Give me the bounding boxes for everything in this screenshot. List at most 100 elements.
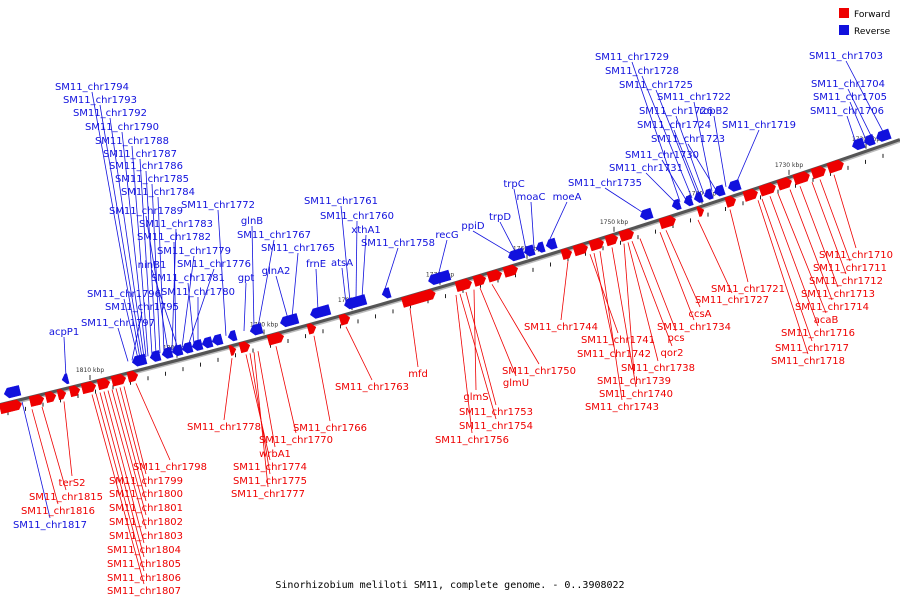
forward-gene-label[interactable]: SM11_chr1713 (801, 289, 875, 300)
forward-gene-label[interactable]: SM11_chr1718 (771, 356, 845, 367)
reverse-gene-label[interactable]: SM11_chr1781 (151, 273, 225, 284)
reverse-gene[interactable] (249, 323, 264, 336)
reverse-gene[interactable] (693, 191, 704, 204)
reverse-gene-label[interactable]: glnA2 (262, 266, 291, 277)
reverse-gene-label[interactable]: moeA (553, 192, 582, 203)
reverse-gene[interactable] (201, 336, 214, 349)
reverse-gene-label[interactable]: SM11_chr1729 (595, 52, 669, 63)
forward-gene[interactable] (454, 278, 473, 293)
forward-gene-label[interactable]: SM11_chr1777 (231, 489, 305, 500)
forward-gene-label[interactable]: SM11_chr1774 (233, 462, 307, 473)
forward-gene-label[interactable]: SM11_chr1815 (29, 492, 103, 503)
reverse-gene[interactable] (191, 339, 204, 351)
forward-gene-label[interactable]: SM11_chr1717 (775, 343, 849, 354)
reverse-gene[interactable] (3, 385, 22, 399)
forward-gene-label[interactable]: SM11_chr1753 (459, 407, 533, 418)
reverse-gene[interactable] (713, 184, 726, 198)
forward-gene[interactable] (266, 331, 285, 346)
reverse-gene-label[interactable]: xthA1 (351, 225, 380, 236)
forward-gene-label[interactable]: SM11_chr1799 (109, 476, 183, 487)
reverse-gene[interactable] (703, 188, 714, 201)
reverse-gene-label[interactable]: SM11_chr1726 (639, 106, 713, 117)
forward-gene-label[interactable]: wrbA1 (259, 449, 291, 460)
forward-gene-label[interactable]: SM11_chr1806 (107, 573, 181, 584)
forward-gene-label[interactable]: SM11_chr1816 (21, 506, 95, 517)
forward-gene[interactable] (486, 269, 503, 283)
forward-gene[interactable] (776, 176, 793, 191)
reverse-gene-label[interactable]: frnE (306, 259, 326, 270)
forward-gene-label[interactable]: pcs (667, 333, 684, 344)
reverse-gene-label[interactable]: SM11_chr1703 (809, 51, 883, 62)
reverse-gene-label[interactable]: SM11_chr1724 (637, 120, 711, 131)
forward-gene-label[interactable]: acaB (814, 315, 839, 326)
reverse-gene-label[interactable]: SM11_chr1704 (811, 79, 885, 90)
forward-gene-label[interactable]: mfd (408, 369, 428, 380)
reverse-gene-label[interactable]: SM11_chr1760 (320, 211, 394, 222)
reverse-gene-label[interactable]: SM11_chr1794 (55, 82, 129, 93)
forward-gene[interactable] (618, 228, 635, 242)
reverse-gene-label[interactable]: SM11_chr1772 (181, 200, 255, 211)
forward-gene-label[interactable]: SM11_chr1750 (502, 366, 576, 377)
forward-gene-label[interactable]: SM11_chr1734 (657, 322, 731, 333)
reverse-gene[interactable] (427, 269, 452, 286)
reverse-gene-label[interactable]: ppiD (461, 221, 484, 232)
forward-gene[interactable] (560, 247, 574, 260)
reverse-gene[interactable] (227, 330, 238, 342)
forward-gene-label[interactable]: glmU (503, 378, 529, 389)
forward-gene-label[interactable]: SM11_chr1738 (621, 363, 695, 374)
forward-gene[interactable] (502, 264, 519, 278)
reverse-gene-label[interactable]: SM11_chr1725 (619, 80, 693, 91)
reverse-gene[interactable] (863, 134, 876, 147)
forward-gene-label[interactable]: SM11_chr1775 (233, 476, 307, 487)
reverse-gene-label[interactable]: trpD (489, 212, 511, 223)
forward-gene[interactable] (758, 182, 777, 197)
reverse-gene-label[interactable]: SM11_chr1761 (304, 196, 378, 207)
forward-gene-label[interactable]: SM11_chr1756 (435, 435, 509, 446)
reverse-gene[interactable] (279, 313, 300, 328)
forward-gene-label[interactable]: SM11_chr1714 (795, 302, 869, 313)
reverse-gene-label[interactable]: SM11_chr1786 (109, 161, 183, 172)
forward-gene[interactable] (810, 165, 827, 180)
reverse-gene-label[interactable]: SM11_chr1785 (115, 174, 189, 185)
reverse-gene-label[interactable]: glnB (241, 216, 263, 227)
reverse-gene-label[interactable]: SM11_chr1789 (109, 206, 183, 217)
reverse-gene[interactable] (523, 244, 536, 257)
forward-gene-label[interactable]: SM11_chr1743 (585, 402, 659, 413)
reverse-gene[interactable] (343, 294, 368, 310)
reverse-gene-label[interactable]: SM11_chr1817 (13, 520, 87, 531)
forward-gene[interactable] (56, 388, 67, 401)
forward-gene-label[interactable]: SM11_chr1798 (133, 462, 207, 473)
reverse-gene[interactable] (61, 373, 70, 385)
reverse-gene[interactable] (727, 179, 742, 193)
reverse-gene[interactable] (211, 333, 224, 346)
forward-gene-label[interactable]: qor2 (661, 348, 684, 359)
forward-gene[interactable] (604, 233, 619, 247)
reverse-gene[interactable] (381, 287, 392, 300)
reverse-gene-label[interactable]: SM11_chr1787 (103, 149, 177, 160)
reverse-gene-label[interactable]: SM11_chr1779 (157, 246, 231, 257)
forward-gene-label[interactable]: SM11_chr1763 (335, 382, 409, 393)
reverse-gene-label[interactable]: SM11_chr1731 (609, 163, 683, 174)
reverse-gene-label[interactable]: SM11_chr1705 (813, 92, 887, 103)
reverse-gene-label[interactable]: ropB2 (699, 106, 729, 117)
forward-gene[interactable] (338, 313, 351, 326)
forward-gene-label[interactable]: SM11_chr1712 (809, 276, 883, 287)
reverse-gene-label[interactable]: SM11_chr1722 (657, 92, 731, 103)
reverse-gene[interactable] (309, 304, 332, 320)
forward-gene[interactable] (110, 373, 127, 387)
forward-gene[interactable] (826, 159, 845, 174)
forward-gene[interactable] (572, 242, 589, 257)
reverse-gene-label[interactable]: SM11_chr1790 (85, 122, 159, 133)
forward-gene-label[interactable]: glmS (463, 392, 488, 403)
reverse-gene[interactable] (171, 344, 184, 357)
reverse-gene-label[interactable]: trpC (503, 179, 524, 190)
reverse-gene-label[interactable]: SM11_chr1765 (261, 243, 335, 254)
reverse-gene-label[interactable]: SM11_chr1723 (651, 134, 725, 145)
forward-gene-label[interactable]: SM11_chr1711 (813, 263, 887, 274)
reverse-gene-label[interactable]: acpP1 (49, 327, 79, 338)
reverse-gene-label[interactable]: SM11_chr1784 (121, 187, 195, 198)
reverse-gene[interactable] (131, 353, 148, 367)
reverse-gene-label[interactable]: SM11_chr1776 (177, 259, 251, 270)
forward-gene[interactable] (228, 344, 237, 356)
reverse-gene[interactable] (545, 237, 558, 250)
